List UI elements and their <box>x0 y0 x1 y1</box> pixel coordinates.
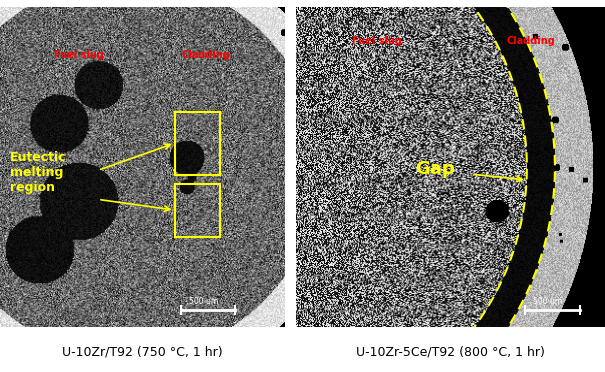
Text: Eutectic
melting
region: Eutectic melting region <box>10 151 67 194</box>
Text: Cladding: Cladding <box>507 36 555 46</box>
Text: Gap: Gap <box>414 160 454 178</box>
Text: Cladding: Cladding <box>182 50 230 60</box>
Bar <box>174 112 220 175</box>
Bar <box>174 184 220 237</box>
Text: U-10Zr/T92 (750 °C, 1 hr): U-10Zr/T92 (750 °C, 1 hr) <box>62 345 223 358</box>
Text: 500 um: 500 um <box>533 297 562 306</box>
Text: U-10Zr-5Ce/T92 (800 °C, 1 hr): U-10Zr-5Ce/T92 (800 °C, 1 hr) <box>356 345 545 358</box>
Text: Fuel slug: Fuel slug <box>352 36 402 46</box>
Text: 500 um: 500 um <box>189 297 218 306</box>
Text: Fuel slug: Fuel slug <box>54 50 104 60</box>
